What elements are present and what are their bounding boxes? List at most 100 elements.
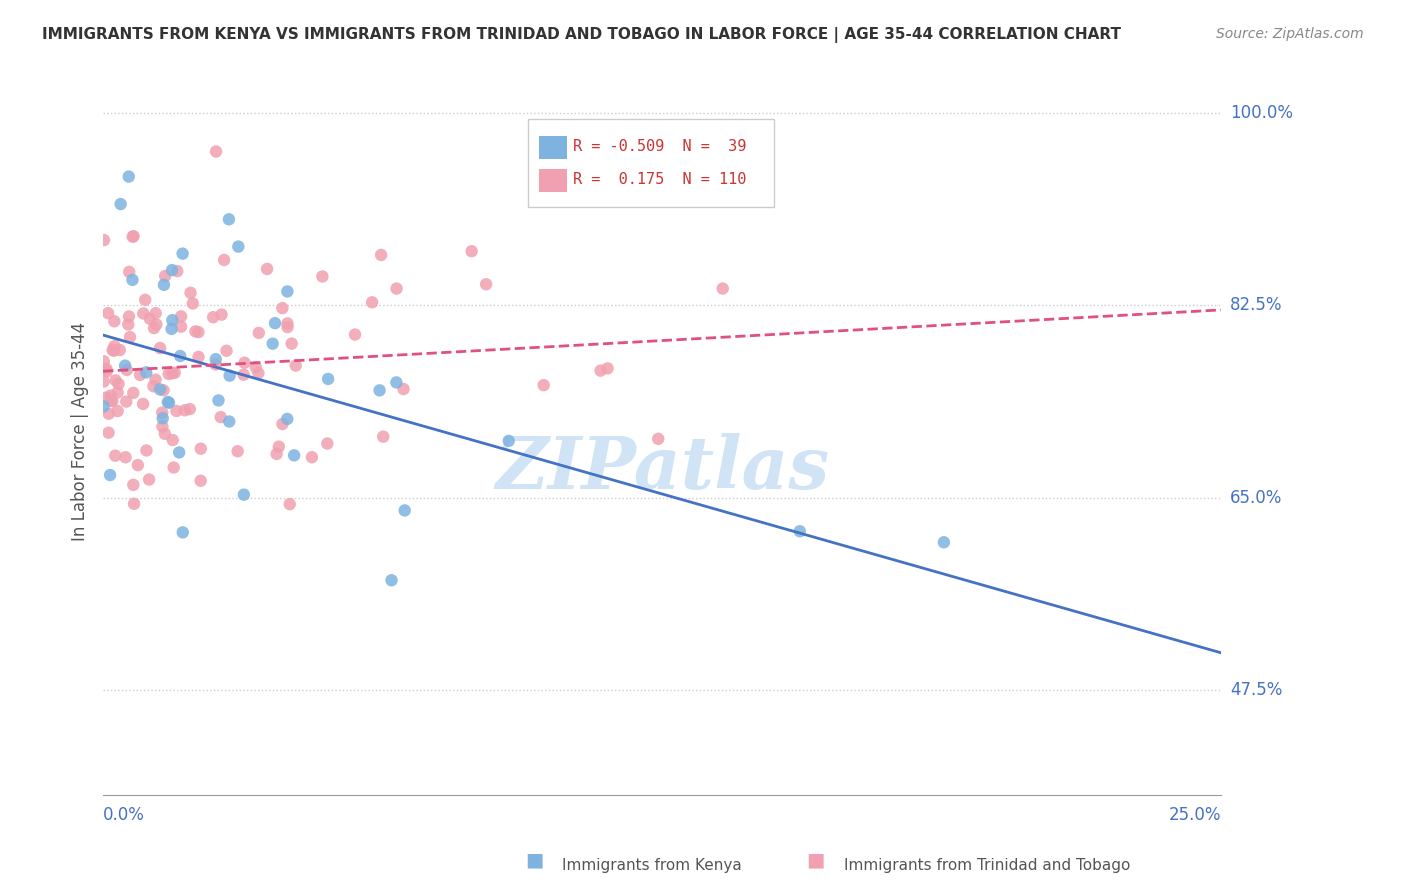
Point bbox=[207, 393, 229, 408]
Point bbox=[596, 361, 619, 376]
Point bbox=[361, 295, 384, 310]
Point bbox=[316, 372, 339, 386]
Point bbox=[301, 450, 323, 465]
Point bbox=[276, 317, 298, 331]
Point bbox=[218, 212, 240, 227]
Point bbox=[280, 336, 302, 351]
Point bbox=[173, 403, 195, 417]
Point bbox=[190, 474, 212, 488]
Point bbox=[135, 365, 157, 379]
Point bbox=[647, 432, 669, 446]
Point bbox=[108, 343, 131, 357]
Point bbox=[385, 281, 408, 295]
Point bbox=[145, 318, 167, 332]
Point bbox=[394, 503, 416, 517]
Point bbox=[152, 419, 174, 434]
Point bbox=[204, 358, 226, 372]
Point bbox=[93, 375, 115, 389]
Point bbox=[96, 364, 118, 378]
Point bbox=[118, 265, 141, 279]
FancyBboxPatch shape bbox=[527, 120, 773, 207]
Point bbox=[202, 310, 225, 325]
Point bbox=[187, 325, 209, 339]
Point bbox=[184, 324, 207, 338]
Text: ■: ■ bbox=[524, 850, 544, 869]
Text: 47.5%: 47.5% bbox=[1230, 681, 1282, 699]
Point bbox=[167, 445, 190, 459]
Point bbox=[153, 277, 176, 292]
Point bbox=[218, 368, 240, 383]
Point bbox=[115, 363, 138, 377]
Point bbox=[93, 354, 115, 368]
Point bbox=[157, 395, 180, 409]
Point bbox=[117, 318, 139, 332]
Text: 25.0%: 25.0% bbox=[1168, 806, 1220, 824]
Point bbox=[103, 314, 125, 328]
Point bbox=[149, 383, 172, 397]
Point bbox=[94, 391, 117, 405]
Point bbox=[107, 385, 129, 400]
Point bbox=[344, 327, 367, 342]
Point bbox=[932, 535, 955, 549]
Point bbox=[284, 359, 307, 373]
Point bbox=[170, 310, 193, 324]
Point bbox=[271, 417, 294, 431]
Point bbox=[789, 524, 811, 539]
Y-axis label: In Labor Force | Age 35-44: In Labor Force | Age 35-44 bbox=[72, 322, 89, 541]
Text: ■: ■ bbox=[806, 850, 825, 869]
Point bbox=[132, 397, 155, 411]
FancyBboxPatch shape bbox=[538, 136, 567, 160]
Point bbox=[215, 343, 238, 358]
Point bbox=[266, 447, 288, 461]
Point bbox=[153, 268, 176, 283]
Point bbox=[256, 261, 278, 276]
Point bbox=[385, 376, 408, 390]
Point bbox=[228, 239, 250, 253]
Point bbox=[101, 343, 124, 357]
Point bbox=[165, 404, 187, 418]
Point bbox=[311, 269, 333, 284]
Point bbox=[163, 460, 186, 475]
Point bbox=[276, 285, 298, 299]
Point bbox=[267, 440, 290, 454]
Point bbox=[218, 415, 240, 429]
Point bbox=[149, 341, 172, 355]
Point bbox=[107, 376, 129, 391]
Point bbox=[475, 277, 498, 292]
Point bbox=[460, 244, 482, 259]
Point bbox=[135, 443, 157, 458]
Point bbox=[169, 349, 191, 363]
Point bbox=[122, 497, 145, 511]
Point bbox=[153, 426, 176, 441]
Point bbox=[107, 404, 129, 418]
Point bbox=[93, 400, 115, 414]
Point bbox=[115, 394, 138, 409]
Point bbox=[247, 366, 270, 380]
Text: R =  0.175  N = 110: R = 0.175 N = 110 bbox=[572, 172, 747, 187]
Point bbox=[156, 395, 179, 409]
Point bbox=[205, 145, 228, 159]
Point bbox=[211, 308, 233, 322]
Point bbox=[370, 248, 392, 262]
Point bbox=[93, 233, 115, 247]
Point bbox=[122, 385, 145, 400]
Point bbox=[139, 311, 162, 326]
Point bbox=[118, 310, 141, 324]
Point bbox=[160, 322, 183, 336]
Point bbox=[142, 379, 165, 393]
Text: Immigrants from Trinidad and Tobago: Immigrants from Trinidad and Tobago bbox=[844, 858, 1130, 872]
Point bbox=[180, 285, 202, 300]
Point bbox=[100, 388, 122, 402]
Text: R = -0.509  N =  39: R = -0.509 N = 39 bbox=[572, 139, 747, 154]
Point bbox=[104, 373, 127, 387]
Text: IMMIGRANTS FROM KENYA VS IMMIGRANTS FROM TRINIDAD AND TOBAGO IN LABOR FORCE | AG: IMMIGRANTS FROM KENYA VS IMMIGRANTS FROM… bbox=[42, 27, 1121, 43]
Point bbox=[118, 169, 141, 184]
Point bbox=[118, 330, 141, 344]
Point bbox=[166, 264, 188, 278]
Point bbox=[145, 306, 167, 320]
Point bbox=[121, 229, 143, 244]
Point bbox=[187, 350, 209, 364]
Point bbox=[711, 281, 734, 295]
Point bbox=[160, 263, 183, 277]
Point bbox=[162, 313, 184, 327]
